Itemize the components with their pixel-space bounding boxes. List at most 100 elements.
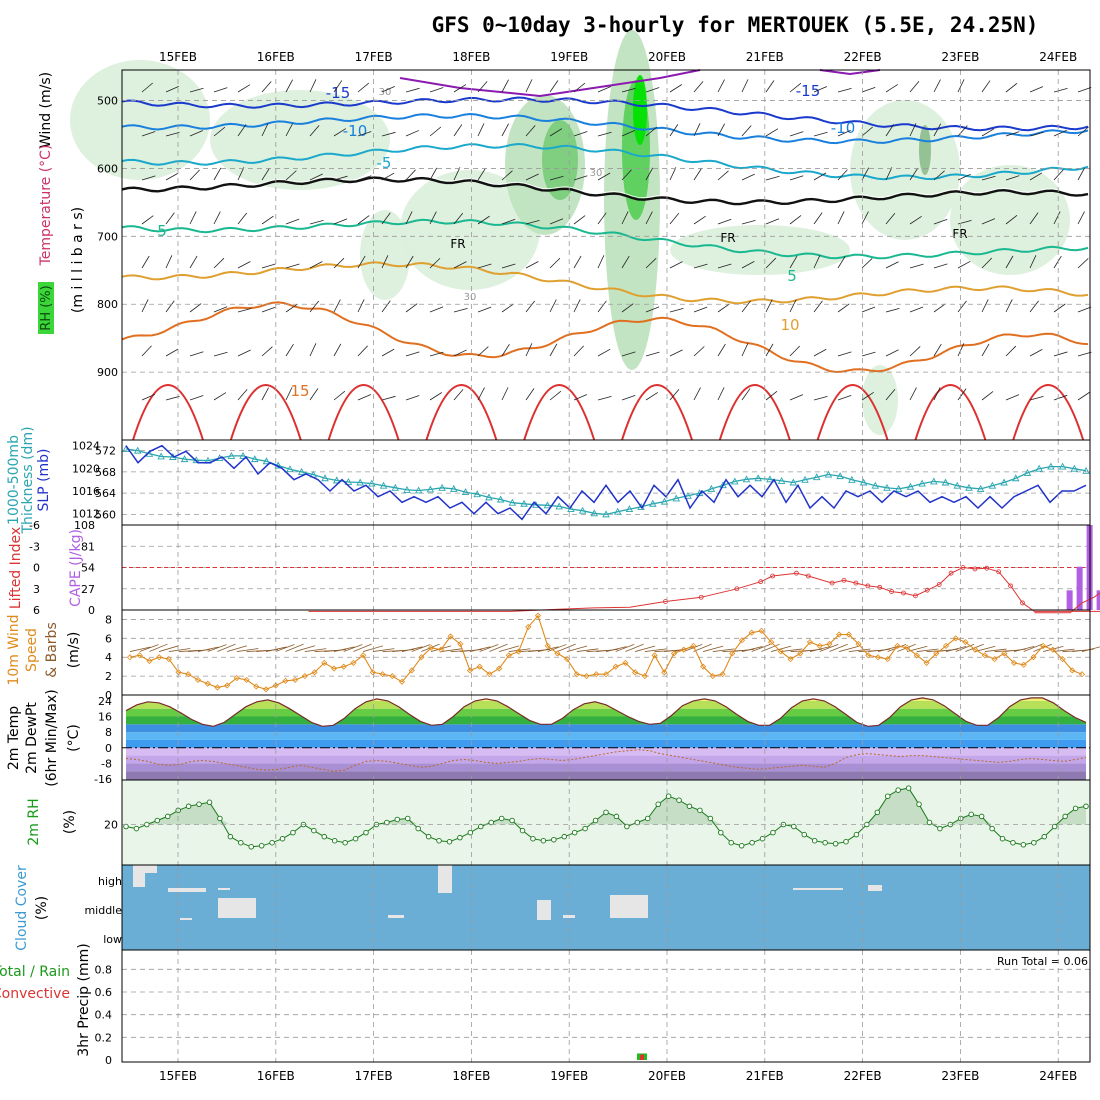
wind-barb bbox=[525, 125, 536, 137]
wind-barb bbox=[717, 263, 732, 269]
thickness-point bbox=[379, 481, 388, 489]
wind-barb bbox=[885, 349, 899, 357]
thickness-point bbox=[602, 510, 610, 518]
thickness-point bbox=[894, 484, 903, 492]
wind-barb bbox=[741, 79, 749, 93]
rh-point bbox=[968, 811, 974, 818]
wind-barb bbox=[429, 87, 444, 93]
wind-barb bbox=[363, 645, 384, 652]
wind-barb bbox=[861, 87, 876, 93]
thickness-point bbox=[286, 465, 294, 473]
cape-tick-label: 0 bbox=[88, 604, 95, 617]
temp-line bbox=[125, 697, 1087, 727]
wind-speed-point bbox=[253, 683, 260, 690]
wind-barb bbox=[309, 219, 324, 225]
wind-barb bbox=[597, 255, 605, 269]
wind-barb bbox=[573, 345, 584, 357]
wind-barb bbox=[945, 646, 967, 652]
wind-barb bbox=[165, 85, 179, 93]
wind-barb bbox=[693, 123, 701, 137]
wind-barb bbox=[1077, 258, 1089, 269]
wind-barb bbox=[597, 395, 612, 401]
wind-barb bbox=[669, 389, 680, 401]
wind-barb bbox=[645, 306, 660, 313]
wind-speed-point bbox=[311, 669, 318, 676]
wind-barb bbox=[477, 215, 490, 225]
wind-barb bbox=[933, 343, 942, 357]
precip-tick-label: 0.4 bbox=[95, 1009, 113, 1022]
wind-barb bbox=[909, 263, 924, 269]
wind-barb bbox=[261, 387, 269, 401]
cloud-gap bbox=[218, 888, 230, 890]
wind-barb bbox=[813, 131, 828, 137]
wind-barb bbox=[1005, 299, 1013, 313]
wind-barb bbox=[405, 351, 420, 357]
wind-barb bbox=[909, 81, 920, 93]
wind-speed-point bbox=[855, 640, 862, 648]
wind-speed-point bbox=[709, 673, 716, 680]
wind-barb bbox=[537, 646, 559, 652]
wind-tick-label: 0 bbox=[105, 689, 112, 702]
wind-barb bbox=[261, 346, 273, 357]
rh-point bbox=[571, 829, 578, 836]
wind-barb bbox=[780, 648, 803, 652]
rh-point bbox=[832, 841, 839, 847]
panel-label: Total / Rain bbox=[0, 964, 70, 980]
wind-barb bbox=[357, 299, 365, 313]
wind-barb bbox=[353, 643, 372, 652]
rh-point bbox=[707, 815, 714, 822]
rh-shading bbox=[360, 210, 410, 300]
wind-barb bbox=[189, 87, 204, 93]
panel-label: Lifted Index bbox=[8, 527, 24, 609]
thickness-point bbox=[625, 505, 634, 513]
wind-barb bbox=[669, 261, 683, 269]
wind-barb bbox=[621, 87, 636, 93]
pressure-tick-label: 500 bbox=[97, 95, 118, 108]
rh-point bbox=[999, 835, 1006, 842]
thickness-point bbox=[754, 474, 762, 482]
rh-point bbox=[582, 825, 588, 832]
wind-speed-point bbox=[787, 656, 794, 663]
wind-barb bbox=[357, 394, 372, 401]
isotherm-20 bbox=[914, 384, 987, 441]
wind-barb bbox=[885, 261, 899, 269]
thickness-point bbox=[157, 452, 165, 460]
wind-barb bbox=[717, 343, 726, 357]
slp-line bbox=[125, 444, 1087, 521]
wind-speed-point bbox=[777, 648, 784, 655]
wind-barb bbox=[981, 343, 990, 357]
wind-barb bbox=[751, 643, 771, 652]
wind-barb bbox=[829, 643, 848, 652]
wind-barb bbox=[549, 175, 564, 181]
thickness-point bbox=[1047, 462, 1055, 470]
wind-barb bbox=[549, 218, 564, 225]
rh-point bbox=[164, 813, 171, 820]
thickness-point bbox=[731, 477, 739, 485]
temp-tick-label: 8 bbox=[105, 726, 112, 739]
wind-barb bbox=[625, 643, 644, 652]
wind-barb bbox=[429, 392, 443, 401]
precip-panel: 0 0.2 0.4 0.6 0.8 Run Total = 0.06 bbox=[95, 955, 1090, 1067]
wind-barb bbox=[237, 389, 248, 401]
wind-barb bbox=[644, 648, 667, 652]
wind-speed-point bbox=[602, 671, 610, 678]
wind-barb bbox=[645, 351, 660, 357]
lifted-index-point bbox=[913, 593, 918, 599]
chart-title: GFS 0~10day 3-hourly for MERTOUEK (5.5E,… bbox=[432, 13, 1039, 37]
wind-barb bbox=[1023, 643, 1043, 652]
freezing-level bbox=[121, 176, 1089, 206]
isotherm-20 bbox=[523, 384, 596, 441]
li-tick-label: 0 bbox=[33, 562, 40, 575]
wind-barb bbox=[525, 300, 535, 313]
wind-barb bbox=[573, 131, 588, 137]
rh-point bbox=[895, 787, 901, 793]
rh-point bbox=[206, 799, 213, 806]
wind-speed-point bbox=[525, 623, 532, 631]
wind-barb bbox=[933, 218, 948, 225]
wind-barb bbox=[837, 129, 851, 137]
wind-barb bbox=[165, 255, 173, 269]
wind-barb bbox=[809, 646, 831, 652]
wind-barb bbox=[621, 129, 635, 137]
wind-barb bbox=[669, 307, 684, 313]
